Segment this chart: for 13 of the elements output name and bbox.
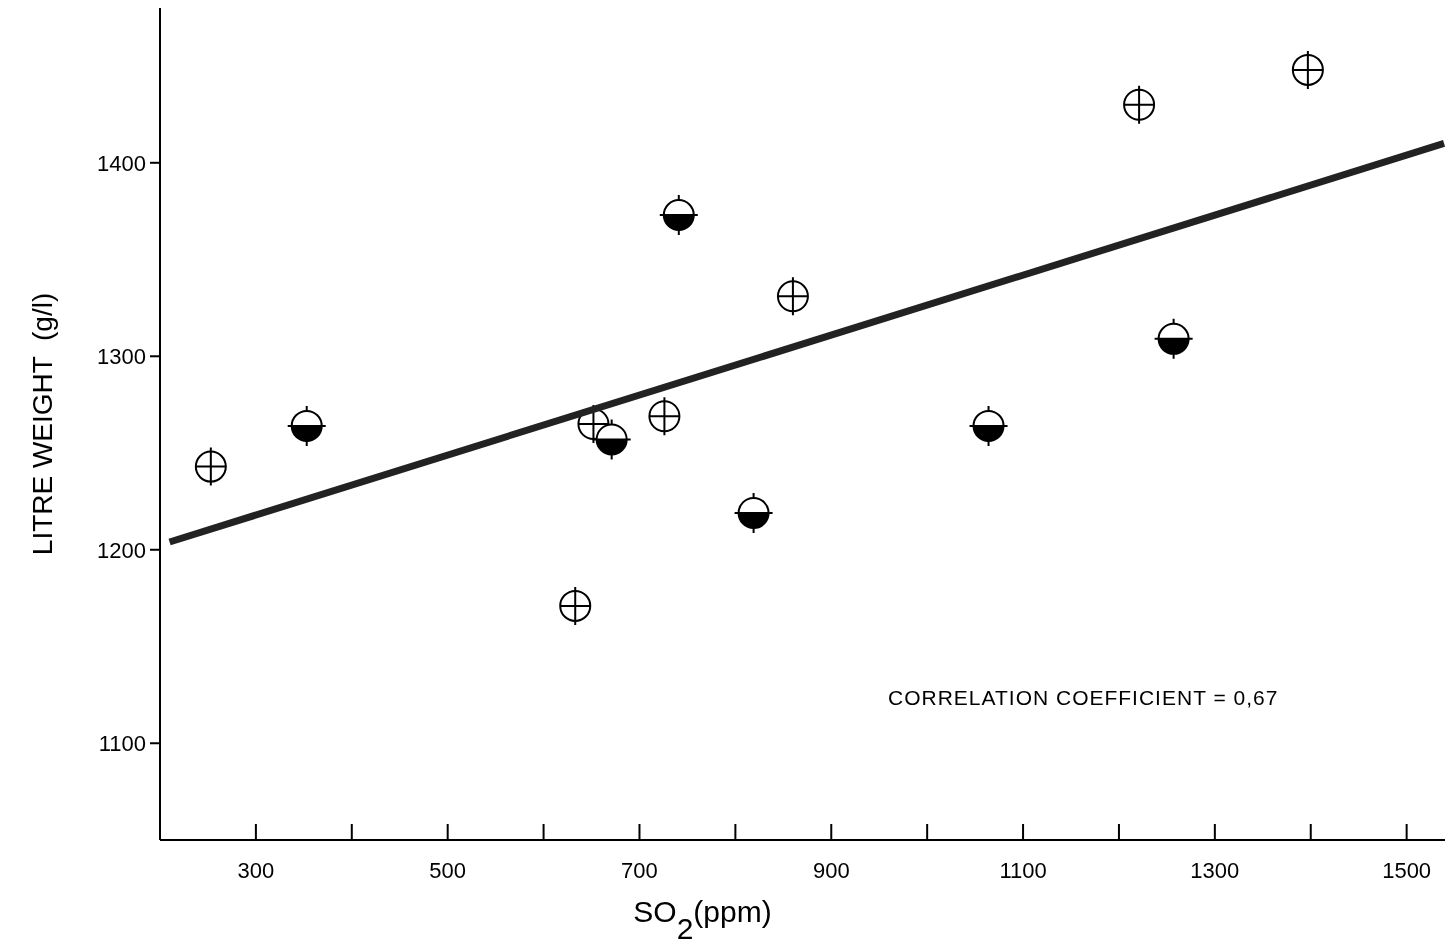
x-tick-label: 1300 [1190, 858, 1240, 883]
x-tick-label: 700 [621, 858, 658, 883]
x-tick-label: 1100 [999, 858, 1047, 883]
x-tick-label: 300 [237, 858, 275, 883]
x-tick-label: 900 [812, 858, 850, 883]
annotation: CORRELATION COEFFICIENT = 0,67 [888, 686, 1279, 709]
y-tick-label: 1200 [97, 537, 146, 563]
x-tick-label: 500 [429, 858, 467, 883]
y-tick-label: 1400 [97, 150, 146, 176]
y-axis-title: LITRE WEIGHT (g/l) [27, 292, 58, 556]
y-tick-label: 1300 [97, 344, 146, 370]
y-tick-label: 1100 [98, 731, 146, 757]
x-tick-label: 1500 [1382, 858, 1432, 883]
